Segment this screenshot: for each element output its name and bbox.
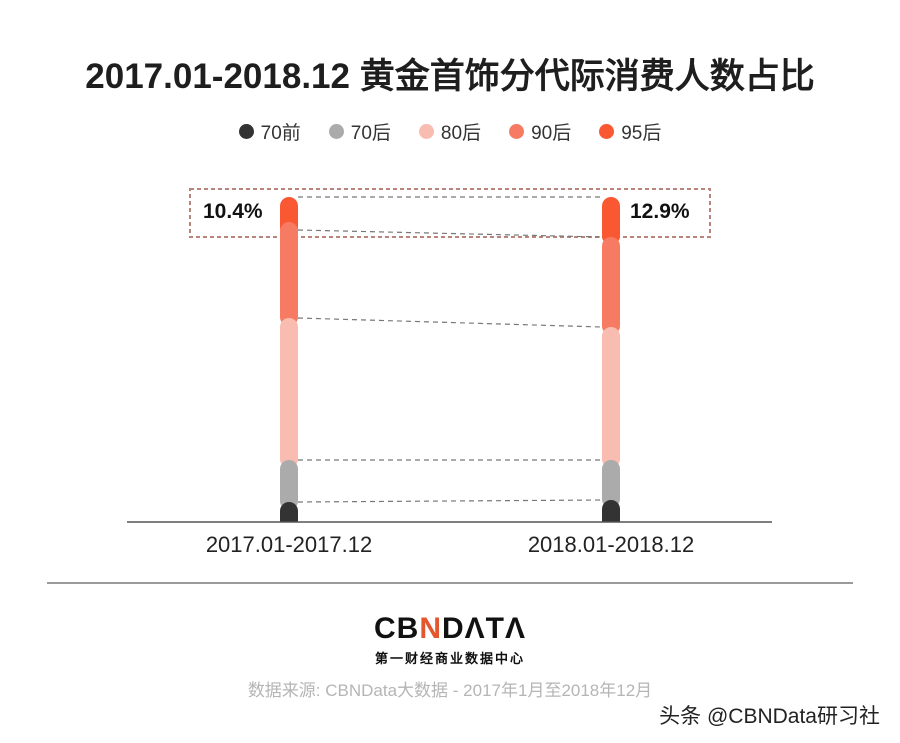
- legend-label: 90后: [531, 123, 572, 144]
- data-source: 数据来源: CBNData大数据 - 2017年1月至2018年12月: [247, 681, 653, 700]
- legend-dot-icon: [328, 124, 344, 139]
- legend-label: 95后: [621, 123, 662, 144]
- legend-item-90hou: 90后: [509, 118, 571, 145]
- legend-item-70qian: 70前: [238, 118, 301, 145]
- watermark: 头条 @CBNData研习社: [659, 705, 880, 728]
- annotation-2017: 10.4%: [203, 200, 263, 223]
- logo-prefix: CB: [373, 612, 420, 645]
- legend-item-80hou: 80后: [418, 118, 482, 145]
- stacked-bar-chart: 10.4% 12.9% 2017.01-2017.12 2018.01-2018…: [127, 188, 772, 557]
- legend-dot-icon: [238, 124, 254, 139]
- chart-title: 2017.01-2018.12 黄金首饰分代际消费人数占比: [85, 57, 815, 96]
- logo-subtitle: 第一财经商业数据中心: [374, 651, 525, 666]
- legend-dot-icon: [509, 124, 525, 139]
- legend-item-95hou: 95后: [599, 118, 661, 145]
- bar-2017: [280, 197, 298, 522]
- legend-label: 70后: [350, 123, 391, 144]
- highlight-box: [189, 188, 711, 238]
- x-tick-2017: 2017.01-2017.12: [205, 532, 373, 557]
- legend-dot-icon: [599, 124, 615, 139]
- legend-label: 70前: [260, 123, 301, 144]
- legend-item-70hou: 70后: [328, 118, 391, 145]
- logo-suffix: DΛTΛ: [442, 612, 527, 645]
- chart-svg: [127, 188, 772, 523]
- cbndata-logo: CBNDΛTΛ: [0, 612, 900, 646]
- bar-2018: [602, 197, 620, 522]
- legend: 70前 70后 80后 90后 95后: [0, 118, 900, 145]
- legend-label: 80后: [440, 123, 482, 144]
- annotation-2018: 12.9%: [630, 200, 690, 223]
- divider: [47, 582, 853, 584]
- logo-n-mark: N: [419, 612, 442, 645]
- connector-lines: [297, 196, 603, 503]
- x-tick-2018: 2018.01-2018.12: [527, 532, 695, 557]
- legend-dot-icon: [418, 124, 434, 139]
